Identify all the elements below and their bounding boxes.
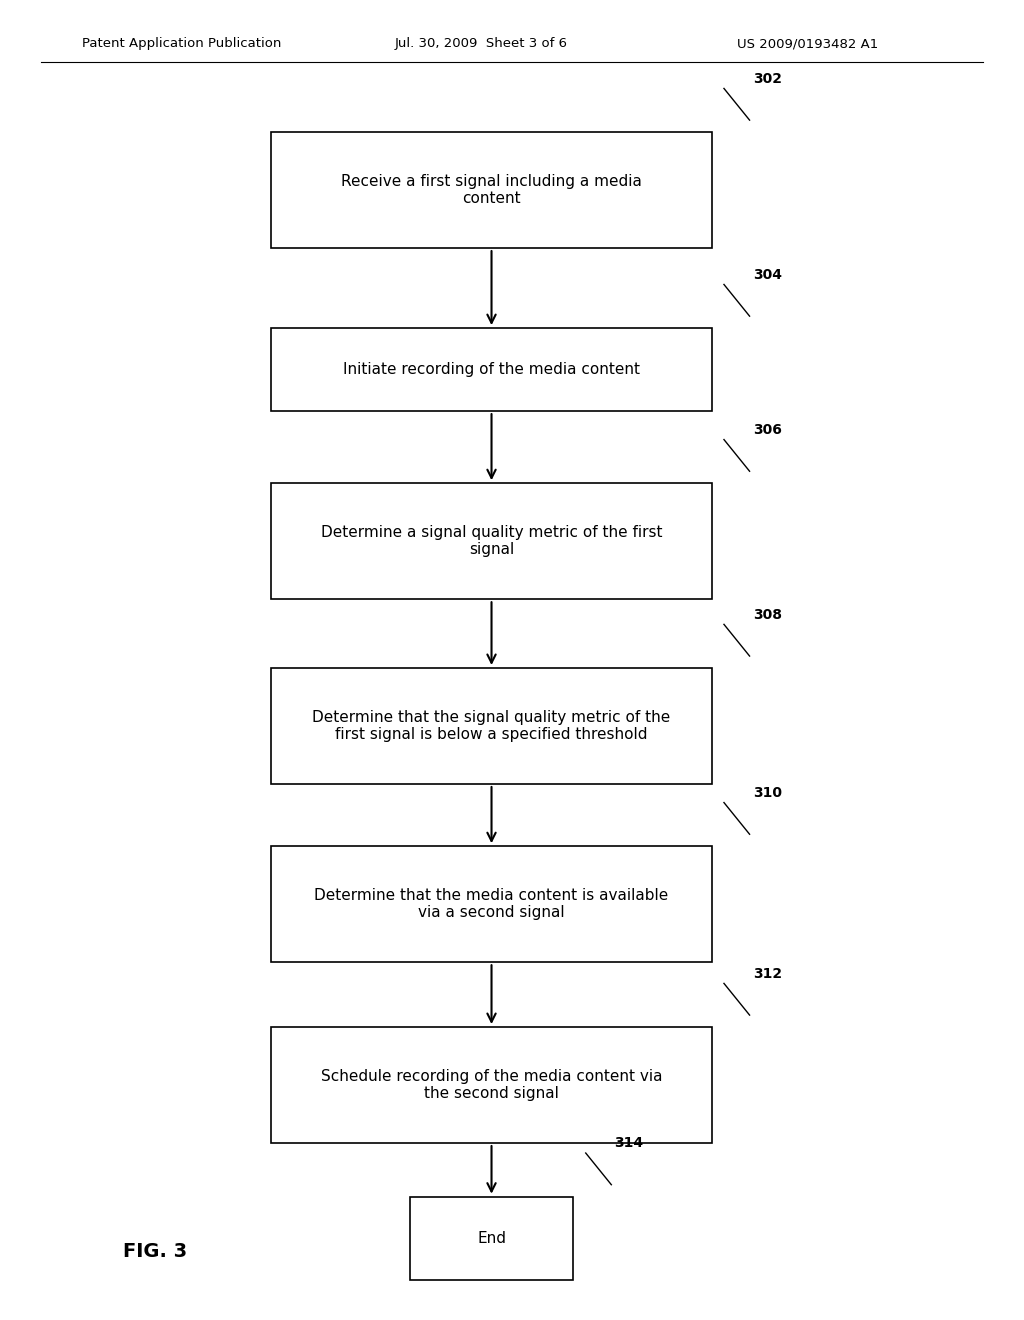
Text: Schedule recording of the media content via
the second signal: Schedule recording of the media content … (321, 1069, 663, 1101)
Text: FIG. 3: FIG. 3 (123, 1242, 187, 1261)
FancyBboxPatch shape (271, 668, 712, 784)
Text: Determine a signal quality metric of the first
signal: Determine a signal quality metric of the… (321, 525, 663, 557)
FancyBboxPatch shape (271, 846, 712, 962)
Text: End: End (477, 1230, 506, 1246)
FancyBboxPatch shape (271, 1027, 712, 1143)
Text: 302: 302 (753, 71, 781, 86)
Text: Patent Application Publication: Patent Application Publication (82, 37, 282, 50)
Text: 312: 312 (753, 966, 781, 981)
Text: US 2009/0193482 A1: US 2009/0193482 A1 (737, 37, 879, 50)
Text: 310: 310 (753, 785, 781, 800)
FancyBboxPatch shape (271, 327, 712, 412)
Text: Jul. 30, 2009  Sheet 3 of 6: Jul. 30, 2009 Sheet 3 of 6 (394, 37, 567, 50)
FancyBboxPatch shape (271, 132, 712, 248)
Text: 304: 304 (753, 268, 781, 281)
Text: 314: 314 (614, 1137, 643, 1150)
FancyBboxPatch shape (271, 483, 712, 599)
Text: Determine that the media content is available
via a second signal: Determine that the media content is avai… (314, 888, 669, 920)
Text: Initiate recording of the media content: Initiate recording of the media content (343, 362, 640, 378)
Text: Receive a first signal including a media
content: Receive a first signal including a media… (341, 174, 642, 206)
Text: 308: 308 (753, 607, 781, 622)
FancyBboxPatch shape (410, 1196, 573, 1280)
Text: Determine that the signal quality metric of the
first signal is below a specifie: Determine that the signal quality metric… (312, 710, 671, 742)
Text: 306: 306 (753, 422, 781, 437)
